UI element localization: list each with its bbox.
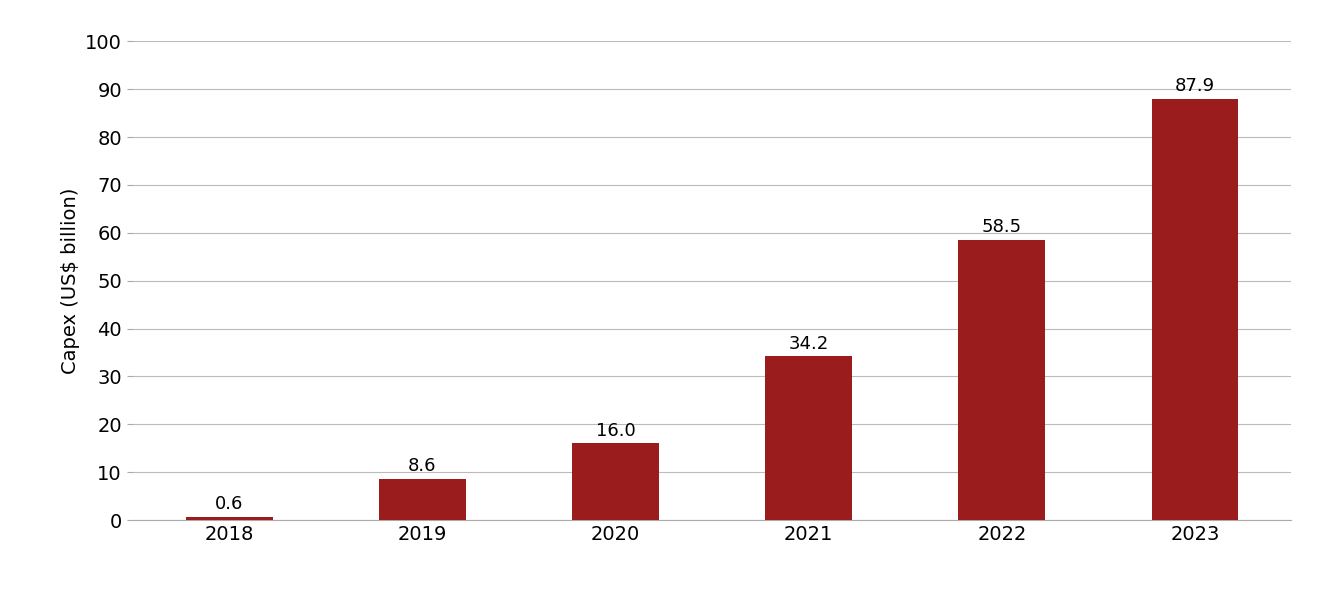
Text: 58.5: 58.5 — [982, 218, 1022, 236]
Text: 8.6: 8.6 — [409, 457, 437, 475]
Text: 16.0: 16.0 — [596, 421, 635, 440]
Bar — [958, 240, 1045, 520]
Text: 0.6: 0.6 — [216, 495, 244, 514]
Y-axis label: Capex (US$ billion): Capex (US$ billion) — [60, 187, 80, 374]
Bar — [765, 356, 852, 520]
Text: 34.2: 34.2 — [788, 335, 829, 352]
Bar — [379, 479, 466, 520]
Bar — [1151, 99, 1238, 520]
Bar — [186, 517, 273, 520]
Bar — [572, 443, 659, 520]
Text: 87.9: 87.9 — [1175, 77, 1215, 96]
